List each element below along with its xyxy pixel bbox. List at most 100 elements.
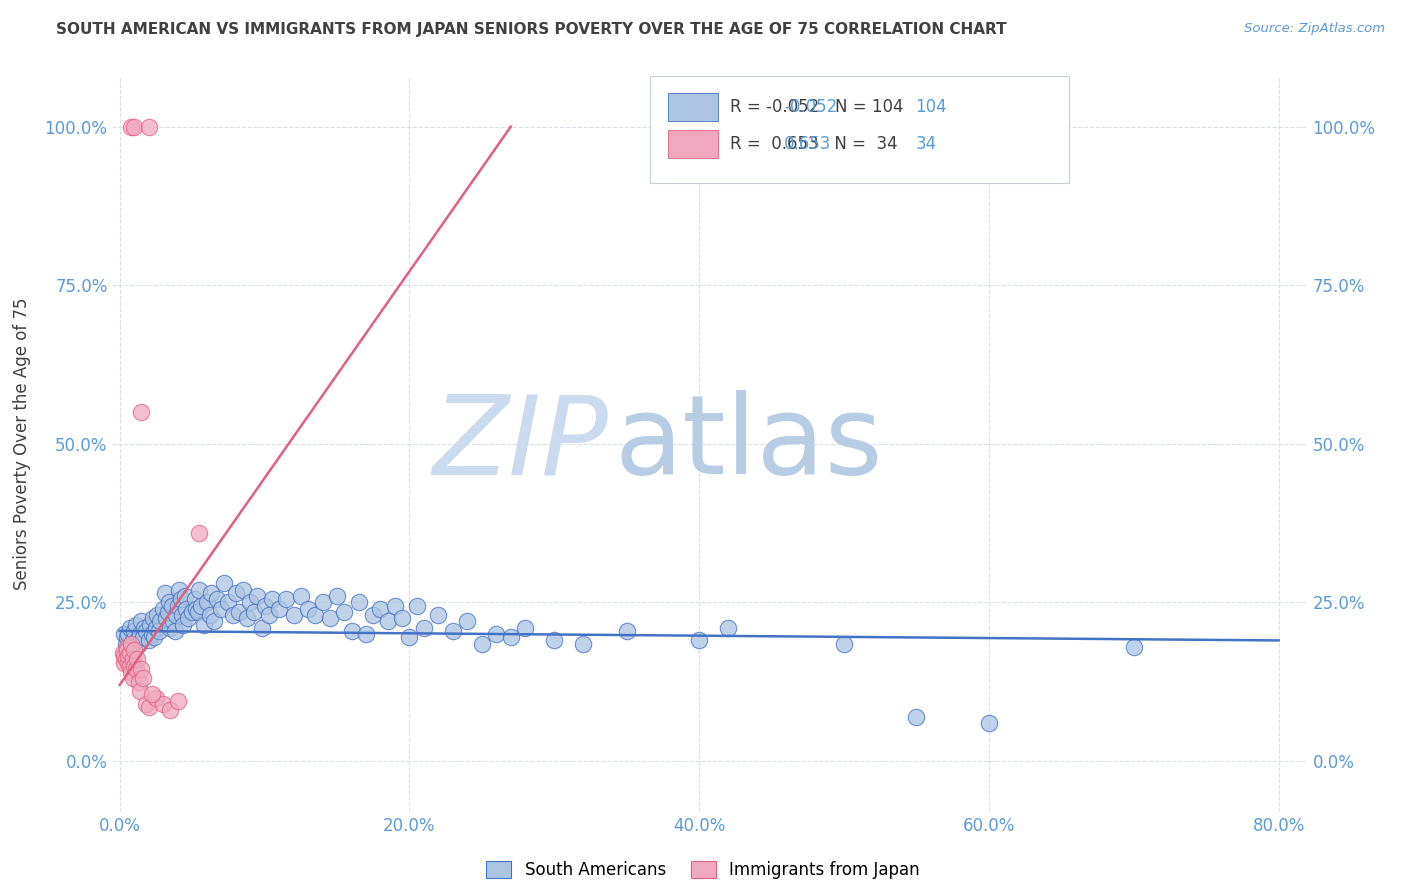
- Point: [250, 621, 273, 635]
- Point: [186, 601, 208, 615]
- Point: [120, 640, 142, 654]
- Point: [160, 599, 183, 613]
- Point: [121, 672, 143, 686]
- Point: [384, 599, 406, 613]
- FancyBboxPatch shape: [668, 129, 718, 158]
- Point: [112, 627, 135, 641]
- Point: [1122, 640, 1144, 654]
- Point: [134, 621, 156, 635]
- Point: [122, 643, 145, 657]
- Text: R = -0.052   N = 104: R = -0.052 N = 104: [730, 98, 904, 116]
- Point: [212, 576, 235, 591]
- Point: [118, 646, 141, 660]
- Point: [121, 652, 143, 666]
- Point: [187, 605, 209, 619]
- Point: [128, 674, 150, 689]
- Text: 104: 104: [915, 98, 948, 116]
- Point: [257, 608, 280, 623]
- Point: [456, 615, 478, 629]
- Point: [276, 592, 298, 607]
- Point: [176, 601, 198, 615]
- Point: [157, 595, 180, 609]
- Point: [152, 697, 174, 711]
- Point: [283, 608, 305, 623]
- Point: [232, 582, 254, 597]
- Point: [177, 611, 200, 625]
- Point: [122, 658, 145, 673]
- Point: [290, 589, 312, 603]
- Point: [148, 624, 170, 638]
- Point: [145, 621, 167, 635]
- Point: [413, 621, 436, 635]
- Point: [200, 586, 222, 600]
- Point: [217, 595, 239, 609]
- Point: [122, 624, 145, 638]
- Point: [319, 611, 342, 625]
- Point: [405, 599, 427, 613]
- Text: 34: 34: [915, 135, 936, 153]
- Point: [129, 627, 152, 641]
- Text: Source: ZipAtlas.com: Source: ZipAtlas.com: [1244, 22, 1385, 36]
- Point: [117, 649, 139, 664]
- Point: [267, 601, 290, 615]
- Point: [131, 615, 153, 629]
- Point: [222, 608, 245, 623]
- Point: [149, 615, 172, 629]
- Point: [198, 608, 221, 623]
- Point: [471, 637, 494, 651]
- Point: [166, 694, 188, 708]
- Point: [243, 605, 266, 619]
- Point: [115, 640, 138, 654]
- Point: [138, 633, 160, 648]
- Point: [135, 697, 157, 711]
- Point: [152, 601, 174, 615]
- Point: [159, 703, 181, 717]
- Point: [209, 601, 232, 615]
- Point: [688, 633, 710, 648]
- Point: [117, 656, 139, 670]
- Point: [118, 658, 141, 673]
- Y-axis label: Seniors Poverty Over the Age of 75: Seniors Poverty Over the Age of 75: [13, 298, 31, 590]
- Point: [832, 637, 855, 651]
- Point: [236, 611, 259, 625]
- Point: [120, 637, 142, 651]
- Point: [139, 617, 162, 632]
- Point: [115, 643, 138, 657]
- Point: [145, 690, 167, 705]
- Point: [427, 608, 450, 623]
- Text: atlas: atlas: [614, 391, 883, 497]
- Point: [193, 617, 215, 632]
- Point: [131, 405, 153, 419]
- Point: [112, 656, 135, 670]
- Text: 0.653: 0.653: [785, 135, 831, 153]
- FancyBboxPatch shape: [651, 76, 1069, 183]
- Point: [572, 637, 595, 651]
- Point: [717, 621, 740, 635]
- Point: [441, 624, 464, 638]
- Point: [143, 630, 166, 644]
- Point: [170, 608, 193, 623]
- Point: [202, 615, 225, 629]
- FancyBboxPatch shape: [668, 93, 718, 121]
- Point: [121, 633, 143, 648]
- Point: [361, 608, 384, 623]
- Point: [115, 630, 138, 644]
- Point: [167, 582, 190, 597]
- Point: [370, 601, 392, 615]
- Point: [131, 662, 153, 676]
- Point: [174, 589, 197, 603]
- Point: [225, 586, 247, 600]
- Point: [304, 608, 326, 623]
- Point: [253, 599, 276, 613]
- Point: [127, 652, 149, 666]
- Point: [163, 624, 186, 638]
- Point: [159, 621, 181, 635]
- Point: [141, 627, 163, 641]
- Point: [543, 633, 565, 648]
- Point: [142, 611, 165, 625]
- Point: [138, 120, 160, 134]
- Legend: South Americans, Immigrants from Japan: South Americans, Immigrants from Japan: [486, 861, 920, 880]
- Point: [128, 637, 150, 651]
- Point: [162, 615, 184, 629]
- Point: [616, 624, 638, 638]
